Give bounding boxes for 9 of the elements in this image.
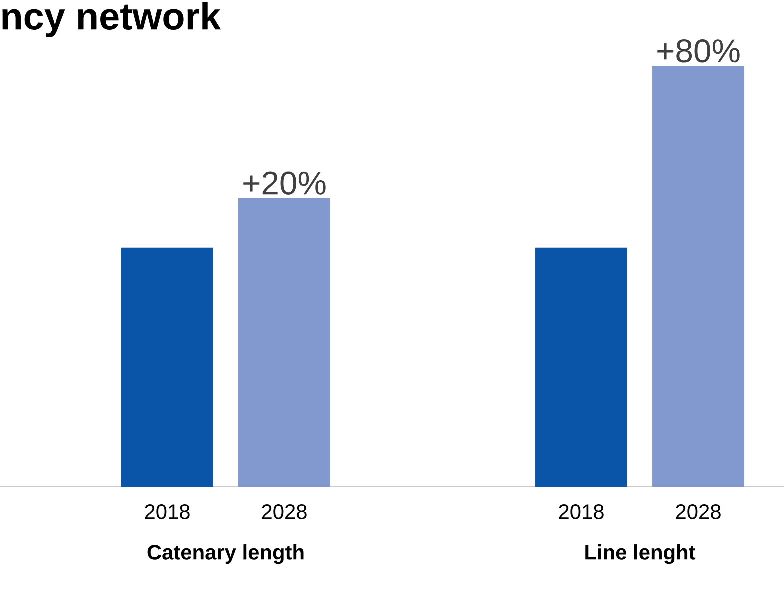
series-label: 2028	[262, 504, 307, 520]
x-tick-label: Line lenght	[586, 544, 696, 564]
series-label: 2018	[145, 504, 190, 520]
text: 2028	[676, 504, 721, 520]
text: +80%	[658, 40, 740, 63]
chart-title: ncy network	[2, 2, 222, 38]
annotation: +20%	[244, 172, 326, 196]
text: 2018	[559, 504, 604, 520]
x-tick-label: Catenary length	[148, 544, 304, 564]
